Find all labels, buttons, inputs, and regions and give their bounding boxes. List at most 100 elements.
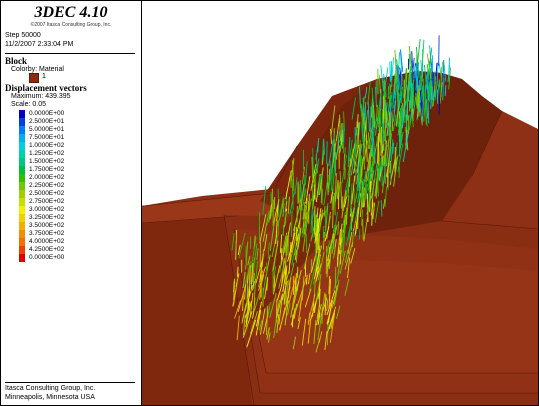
displacement-vector <box>325 245 328 274</box>
displacement-vector <box>313 171 317 187</box>
maximum-label: Maximum: 439.395 <box>11 93 71 100</box>
color-scale-label: 4.2500E+02 <box>29 246 65 253</box>
color-scale-label: 3.2500E+02 <box>29 214 65 221</box>
color-scale-swatch <box>19 246 25 254</box>
displacement-vector <box>380 200 383 217</box>
color-scale-swatch <box>19 222 25 230</box>
material-number: 1 <box>42 73 46 80</box>
displacement-vector <box>371 150 375 180</box>
displacement-vector <box>351 175 356 205</box>
color-scale-row: 3.5000E+02 <box>19 222 139 230</box>
color-scale-label: 2.7500E+02 <box>29 198 65 205</box>
displacement-vector <box>350 143 356 167</box>
displacement-vector <box>341 189 347 219</box>
displacement-vector <box>415 93 418 106</box>
displacement-vector <box>290 288 296 318</box>
displacement-vector <box>303 175 306 197</box>
displacement-vector <box>237 266 239 277</box>
model-viewport[interactable] <box>142 1 538 405</box>
displacement-vector <box>292 297 295 311</box>
displacement-vector <box>424 68 429 92</box>
displacement-vector <box>374 117 379 136</box>
displacement-vector <box>388 96 391 110</box>
color-scale-row: 3.0000E+02 <box>19 206 139 214</box>
displacement-vector <box>380 65 385 92</box>
color-scale-swatch <box>19 198 25 206</box>
displacement-vector <box>337 221 340 235</box>
displacement-vector <box>360 186 364 205</box>
displacement-vector <box>262 186 267 215</box>
displacement-vector <box>358 148 361 161</box>
displacement-vector <box>329 312 336 343</box>
displacement-vector <box>426 53 432 79</box>
displacement-vector <box>365 184 368 200</box>
displacement-vector <box>268 212 271 223</box>
displacement-vector <box>294 177 298 195</box>
displacement-vector <box>392 100 397 122</box>
displacement-vector <box>423 107 426 122</box>
displacement-vector <box>313 206 316 235</box>
displacement-vector <box>376 160 379 172</box>
color-scale-swatch <box>19 134 25 142</box>
color-scale-swatch <box>19 206 25 214</box>
displacement-vector <box>232 282 238 306</box>
displacement-vector <box>365 152 371 182</box>
color-scale-row: 1.0000E+02 <box>19 142 139 150</box>
displacement-vector <box>397 143 404 173</box>
color-scale-label: 0.0000E+00 <box>29 254 65 261</box>
step-label: Step 50000 <box>5 32 41 39</box>
displacement-vector <box>330 310 336 329</box>
displacement-vector <box>322 145 324 160</box>
displacement-vector <box>345 174 350 189</box>
displacement-vector <box>399 84 403 97</box>
displacement-vector <box>247 255 251 266</box>
displacement-vector <box>288 241 292 274</box>
displacement-vector <box>353 220 357 231</box>
displacement-vector <box>354 136 357 167</box>
displacement-vector <box>301 318 307 346</box>
displacement-vector <box>290 158 295 182</box>
displacement-vector <box>402 95 406 113</box>
displacement-vector <box>336 131 340 154</box>
displacement-vector <box>295 235 300 263</box>
displacement-vector <box>289 191 295 215</box>
displacement-vector <box>279 307 286 331</box>
displacement-vector <box>391 93 394 112</box>
color-scale-row: 0.0000E+00 <box>19 254 139 262</box>
displacement-vector <box>313 266 318 280</box>
displacement-vector <box>351 207 355 222</box>
displacement-vector <box>269 293 277 319</box>
displacement-vector <box>289 236 297 264</box>
displacement-vector <box>236 315 240 341</box>
displacement-vector <box>327 305 332 323</box>
displacement-vector <box>374 200 380 223</box>
displacement-vector <box>389 160 391 174</box>
displacement-vector <box>364 101 367 131</box>
displacement-vector <box>358 178 361 202</box>
displacement-vector <box>356 184 358 199</box>
displacement-vector <box>316 208 322 237</box>
displacement-vector <box>339 250 346 274</box>
displacement-vector <box>329 156 334 186</box>
displacement-vector <box>366 197 371 215</box>
displacement-vector <box>355 207 359 235</box>
displacement-vector <box>280 258 285 288</box>
displacement-vector <box>249 311 258 334</box>
displacement-vector <box>282 203 285 217</box>
displacement-vector <box>324 294 327 315</box>
displacement-vector <box>361 179 368 203</box>
displacement-vector <box>308 269 315 293</box>
displacement-vector <box>266 327 270 340</box>
displacement-vector <box>353 155 356 173</box>
displacement-vector <box>324 330 328 350</box>
color-scale-row: 2.0000E+02 <box>19 174 139 182</box>
displacement-vector <box>281 280 288 301</box>
displacement-vector <box>344 249 349 263</box>
displacement-vector <box>339 223 343 246</box>
displacement-vector <box>378 74 381 94</box>
displacement-vector <box>324 226 330 242</box>
displacement-vector <box>382 120 385 151</box>
displacement-vector <box>318 281 321 300</box>
displacement-vector <box>363 140 369 164</box>
displacement-vector <box>307 312 311 326</box>
